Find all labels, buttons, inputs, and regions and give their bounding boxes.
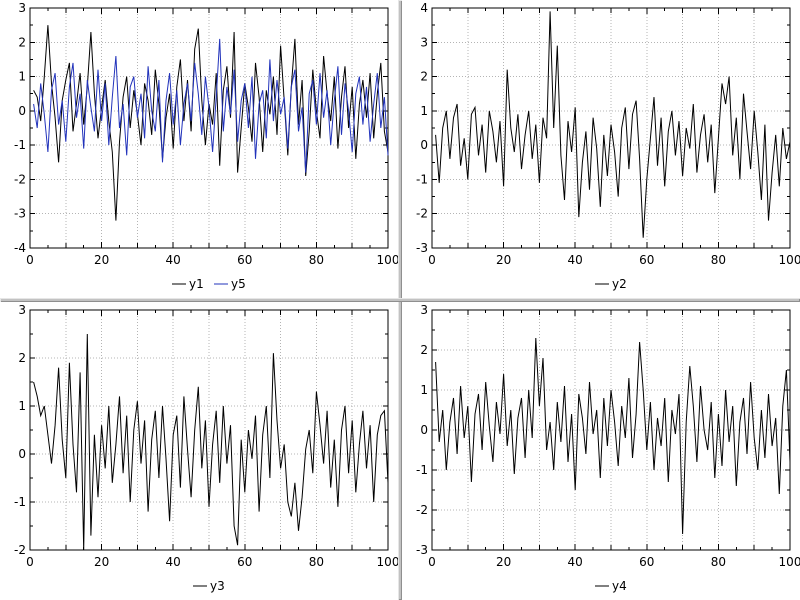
x-tick-label: 100 [377,253,398,267]
x-tick-label: 100 [377,555,398,569]
x-tick-label: 0 [26,555,34,569]
y-tick-label: -2 [416,207,428,221]
x-tick-label: 40 [568,555,583,569]
x-tick-label: 20 [496,253,511,267]
x-tick-label: 80 [309,253,324,267]
y-tick-label: 1 [18,70,26,84]
chart-y4: -3 -2 -1 0 1 2 3 0 20 40 60 80 100 y4 [416,303,800,593]
y-tick-label: 1 [420,383,428,397]
y-tick-label: 0 [18,447,26,461]
y-tick-label: 0 [420,138,428,152]
y-tick-label: -3 [416,241,428,255]
x-tick-label: 60 [237,253,252,267]
y-tick-label: 2 [420,70,428,84]
x-tick-label: 60 [639,555,654,569]
x-tick-label: 80 [309,555,324,569]
series-line-y5 [33,38,389,173]
x-tick-label: 100 [779,555,800,569]
horizontal-splitter[interactable] [0,298,800,302]
x-tick-label: 80 [711,253,726,267]
x-tick-label: 20 [94,555,109,569]
y-tick-label: -1 [416,172,428,186]
x-tick-label: 60 [237,555,252,569]
series-line-y3 [33,333,389,551]
chart-y1-y5: -4 -3 -2 -1 0 1 2 3 0 20 40 60 80 100 y1 y5 [14,1,398,291]
y-tick-label: -3 [416,543,428,557]
y-tick-label: -1 [14,138,26,152]
y-tick-label: 3 [18,1,26,15]
x-tick-label: 80 [711,555,726,569]
x-tick-label: 0 [428,555,436,569]
x-tick-label: 0 [428,253,436,267]
y-tick-label: 0 [420,423,428,437]
legend-label-y3: y3 [210,579,225,593]
y-tick-label: 3 [18,303,26,317]
y-tick-label: -3 [14,207,26,221]
x-tick-label: 0 [26,253,34,267]
series-line-y4 [435,337,791,535]
y-tick-label: 1 [18,399,26,413]
y-tick-label: -1 [14,495,26,509]
y-tick-label: -1 [416,463,428,477]
y-tick-label: 2 [18,35,26,49]
x-tick-label: 40 [568,253,583,267]
x-tick-label: 40 [166,253,181,267]
legend-label-y1: y1 [189,277,204,291]
y-tick-label: -2 [14,172,26,186]
legend-label-y2: y2 [612,277,627,291]
y-tick-label: -2 [14,543,26,557]
y-tick-label: -4 [14,241,26,255]
y-tick-label: 0 [18,104,26,118]
chart-y3: -2 -1 0 1 2 3 0 20 40 60 80 100 y3 [14,303,398,593]
series-line-y1 [33,25,389,221]
y-tick-label: 2 [420,343,428,357]
x-tick-label: 20 [94,253,109,267]
y-tick-label: 3 [420,35,428,49]
y-tick-label: -2 [416,503,428,517]
chart-panel-bottom-left: -2 -1 0 1 2 3 0 20 40 60 80 100 y3 [0,302,398,600]
y-tick-label: 1 [420,104,428,118]
x-tick-label: 40 [166,555,181,569]
x-tick-label: 60 [639,253,654,267]
chart-panel-bottom-right: -3 -2 -1 0 1 2 3 0 20 40 60 80 100 y4 [402,302,800,600]
x-tick-label: 100 [779,253,800,267]
x-tick-label: 20 [496,555,511,569]
y-tick-label: 4 [420,1,428,15]
series-line-y2 [435,11,791,238]
chart-panel-top-right: -3 -2 -1 0 1 2 3 4 0 20 40 60 80 100 y2 [402,0,800,298]
y-tick-label: 2 [18,351,26,365]
legend-label-y5: y5 [231,277,246,291]
y-tick-label: 3 [420,303,428,317]
chart-panel-top-left: -4 -3 -2 -1 0 1 2 3 0 20 40 60 80 100 y1 y5 [0,0,398,298]
legend-label-y4: y4 [612,579,627,593]
